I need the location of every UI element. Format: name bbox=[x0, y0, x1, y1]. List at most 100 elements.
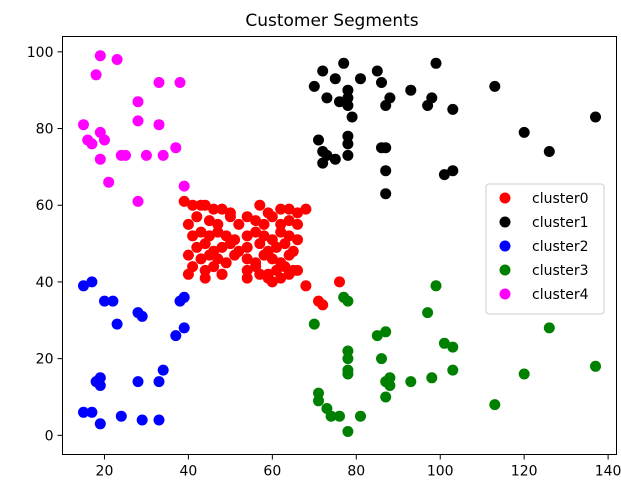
legend-marker bbox=[499, 216, 511, 228]
point-cluster0 bbox=[241, 272, 253, 284]
point-cluster0 bbox=[199, 272, 211, 284]
point-cluster1 bbox=[518, 126, 530, 138]
point-cluster2 bbox=[94, 418, 106, 430]
point-cluster1 bbox=[426, 92, 438, 104]
point-cluster2 bbox=[99, 295, 110, 307]
point-cluster3 bbox=[447, 341, 459, 353]
point-cluster0 bbox=[275, 218, 287, 230]
x-tick-label: 20 bbox=[96, 464, 114, 480]
point-cluster2 bbox=[94, 380, 106, 391]
point-cluster0 bbox=[266, 253, 278, 265]
point-cluster1 bbox=[380, 142, 392, 154]
point-cluster4 bbox=[86, 138, 98, 150]
point-cluster0 bbox=[203, 249, 215, 261]
point-cluster3 bbox=[342, 368, 354, 380]
y-tick-label: 20 bbox=[36, 352, 54, 368]
point-cluster0 bbox=[233, 218, 245, 230]
x-tick-label: 100 bbox=[427, 464, 454, 480]
y-tick-label: 100 bbox=[27, 45, 54, 61]
point-cluster0 bbox=[216, 268, 228, 280]
point-cluster0 bbox=[178, 195, 190, 207]
point-cluster0 bbox=[292, 264, 303, 276]
point-cluster0 bbox=[317, 299, 329, 311]
point-cluster0 bbox=[229, 249, 241, 261]
point-cluster1 bbox=[447, 165, 459, 177]
point-cluster0 bbox=[283, 268, 295, 280]
point-cluster2 bbox=[94, 372, 106, 384]
point-cluster3 bbox=[334, 410, 345, 422]
point-cluster1 bbox=[308, 80, 320, 92]
point-cluster0 bbox=[292, 218, 303, 230]
point-cluster1 bbox=[489, 80, 501, 92]
y-tick-label: 0 bbox=[45, 428, 54, 444]
point-cluster1 bbox=[405, 84, 417, 96]
x-tick-label: 120 bbox=[511, 464, 538, 480]
plot-frame bbox=[62, 36, 617, 455]
point-cluster0 bbox=[254, 199, 266, 211]
point-cluster0 bbox=[187, 230, 199, 242]
y-tick-label: 60 bbox=[36, 198, 54, 214]
point-cluster3 bbox=[489, 399, 501, 411]
point-cluster0 bbox=[258, 218, 270, 230]
point-cluster0 bbox=[241, 241, 253, 253]
point-cluster1 bbox=[342, 100, 354, 111]
y-axis: 0 20 40 60 80 100 bbox=[27, 45, 63, 444]
chart-title: Customer Segments bbox=[245, 11, 418, 31]
point-cluster0 bbox=[266, 276, 278, 288]
point-cluster1 bbox=[346, 111, 358, 123]
point-cluster2 bbox=[86, 406, 98, 418]
point-cluster1 bbox=[342, 138, 354, 150]
point-cluster3 bbox=[325, 410, 337, 422]
point-cluster1 bbox=[342, 149, 354, 161]
point-cluster1 bbox=[342, 92, 354, 104]
point-cluster1 bbox=[371, 65, 383, 77]
point-cluster0 bbox=[224, 238, 236, 250]
point-cluster2 bbox=[132, 376, 144, 388]
point-cluster1 bbox=[342, 84, 354, 96]
point-cluster0 bbox=[250, 226, 262, 238]
point-cluster1 bbox=[334, 96, 345, 108]
point-cluster2 bbox=[153, 414, 165, 426]
point-cluster3 bbox=[384, 380, 396, 391]
point-cluster0 bbox=[334, 276, 345, 288]
point-cluster4 bbox=[132, 96, 144, 108]
x-tick-label: 80 bbox=[347, 464, 365, 480]
point-cluster2 bbox=[153, 376, 165, 388]
point-cluster3 bbox=[342, 426, 354, 437]
point-cluster1 bbox=[317, 65, 329, 77]
point-cluster0 bbox=[275, 203, 287, 215]
point-cluster0 bbox=[216, 203, 228, 215]
point-cluster1 bbox=[355, 73, 366, 85]
point-cluster4 bbox=[157, 149, 169, 161]
point-cluster2 bbox=[178, 322, 190, 334]
point-cluster4 bbox=[132, 195, 144, 207]
legend-label: cluster3 bbox=[532, 263, 589, 279]
point-cluster1 bbox=[321, 92, 333, 104]
point-cluster0 bbox=[241, 230, 253, 242]
point-cluster3 bbox=[543, 322, 555, 334]
point-cluster2 bbox=[157, 364, 169, 376]
point-cluster3 bbox=[313, 395, 324, 407]
point-cluster3 bbox=[518, 368, 530, 380]
point-cluster0 bbox=[182, 218, 194, 230]
point-cluster4 bbox=[111, 54, 123, 65]
x-tick-label: 140 bbox=[595, 464, 621, 480]
point-cluster3 bbox=[405, 376, 417, 388]
point-cluster0 bbox=[216, 241, 228, 253]
point-cluster0 bbox=[182, 249, 194, 261]
point-cluster0 bbox=[220, 257, 232, 269]
point-cluster0 bbox=[241, 211, 253, 223]
point-cluster2 bbox=[78, 406, 89, 418]
point-cluster2 bbox=[136, 414, 148, 426]
point-cluster1 bbox=[543, 146, 555, 157]
point-cluster1 bbox=[380, 165, 392, 177]
point-cluster2 bbox=[111, 318, 123, 330]
legend-label: cluster4 bbox=[532, 287, 589, 303]
point-cluster0 bbox=[300, 203, 312, 215]
point-cluster3 bbox=[308, 318, 320, 330]
point-cluster4 bbox=[153, 119, 165, 131]
legend-label: cluster2 bbox=[532, 239, 589, 255]
point-cluster1 bbox=[342, 130, 354, 142]
point-cluster3 bbox=[430, 280, 442, 292]
point-cluster3 bbox=[342, 353, 354, 365]
